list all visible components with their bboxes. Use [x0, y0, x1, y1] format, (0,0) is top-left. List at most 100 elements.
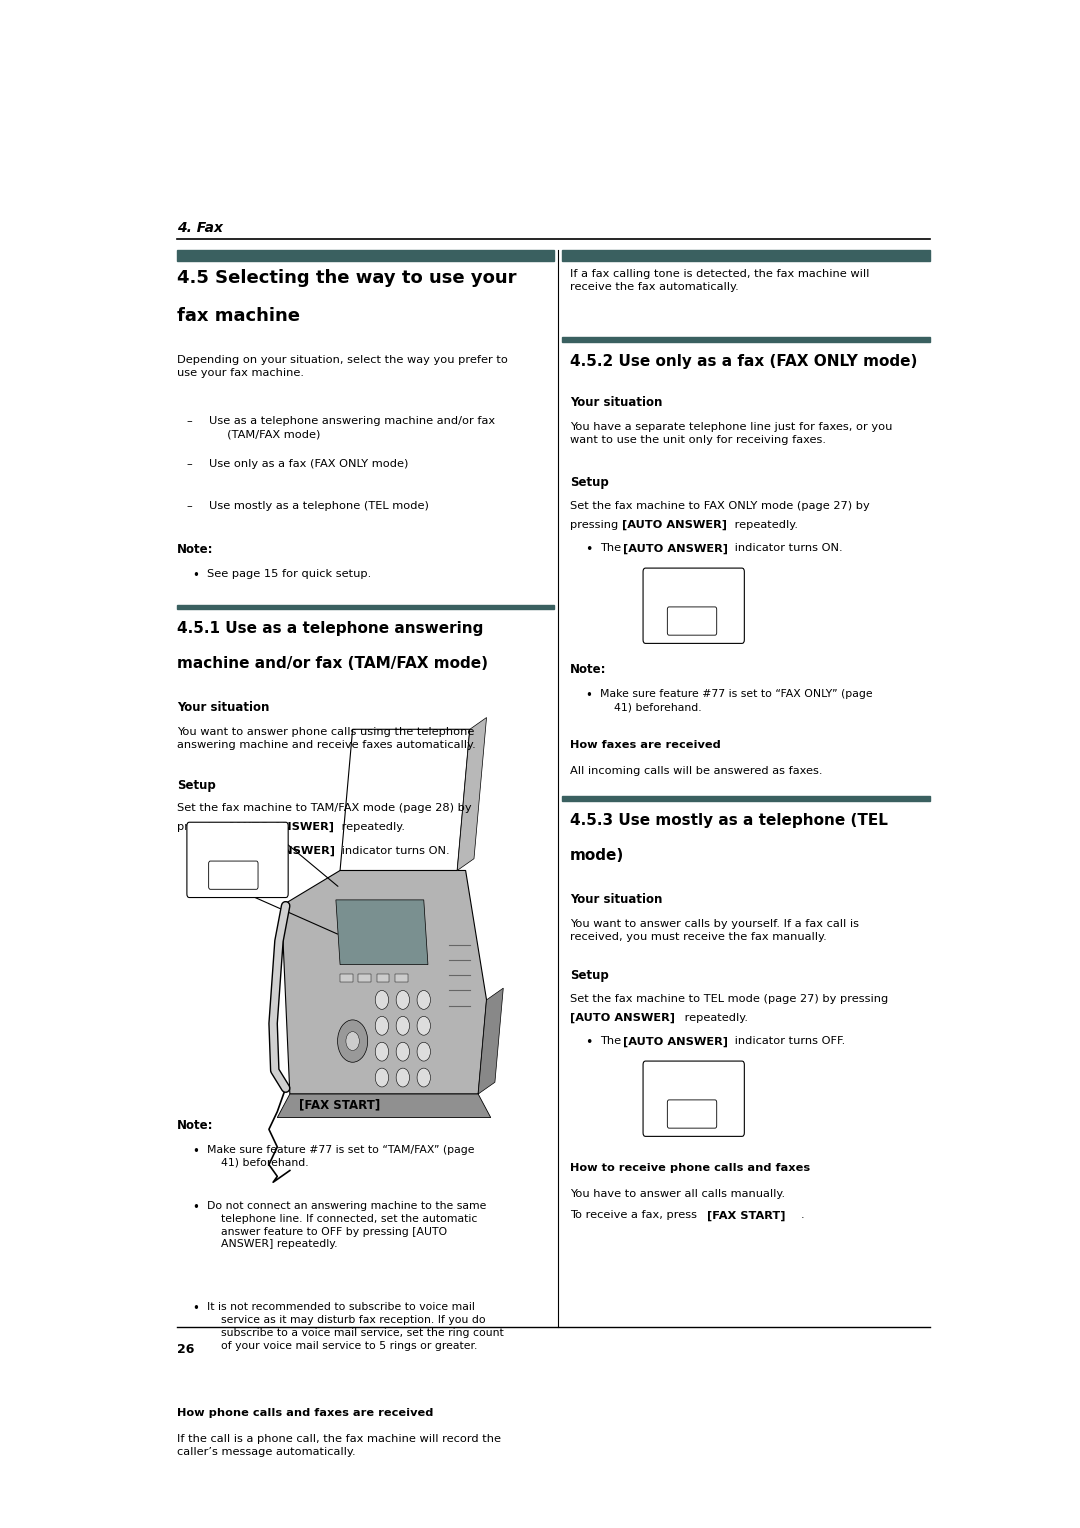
- Text: 4.5.1 Use as a telephone answering: 4.5.1 Use as a telephone answering: [177, 620, 483, 636]
- Text: •: •: [192, 570, 199, 582]
- Circle shape: [396, 1016, 409, 1034]
- Text: [AUTO ANSWER]: [AUTO ANSWER]: [229, 822, 334, 833]
- Text: repeatedly.: repeatedly.: [731, 520, 798, 530]
- Circle shape: [417, 1016, 431, 1034]
- FancyBboxPatch shape: [667, 607, 717, 636]
- Text: Your situation: Your situation: [570, 892, 663, 906]
- Text: You have to answer all calls manually.: You have to answer all calls manually.: [570, 1189, 785, 1199]
- Circle shape: [417, 1068, 431, 1086]
- Text: See page 15 for quick setup.: See page 15 for quick setup.: [207, 570, 372, 579]
- Text: .: .: [800, 1210, 804, 1221]
- Text: indicator turns OFF.: indicator turns OFF.: [731, 1036, 846, 1047]
- Text: How to receive phone calls and faxes: How to receive phone calls and faxes: [570, 1163, 810, 1174]
- Circle shape: [417, 990, 431, 1010]
- Text: repeatedly.: repeatedly.: [680, 1013, 747, 1022]
- FancyBboxPatch shape: [187, 822, 288, 897]
- Text: How phone calls and faxes are received: How phone calls and faxes are received: [177, 1409, 433, 1418]
- Polygon shape: [336, 900, 428, 964]
- Text: Setup: Setup: [570, 477, 609, 489]
- Text: ○: ○: [688, 1073, 700, 1077]
- Text: It is not recommended to subscribe to voice mail
    service as it may disturb f: It is not recommended to subscribe to vo…: [207, 1302, 503, 1351]
- Text: mode): mode): [570, 848, 624, 863]
- Text: Set the fax machine to FAX ONLY mode (page 27) by: Set the fax machine to FAX ONLY mode (pa…: [570, 501, 870, 510]
- Circle shape: [375, 1016, 389, 1034]
- Text: ★  ★: ★ ★: [230, 834, 245, 839]
- Text: [AUTO ANSWER]: [AUTO ANSWER]: [622, 520, 727, 530]
- Text: •: •: [192, 1302, 199, 1316]
- Bar: [377, 973, 390, 983]
- Circle shape: [338, 1019, 367, 1062]
- Text: Use only as a fax (FAX ONLY mode): Use only as a fax (FAX ONLY mode): [208, 458, 408, 469]
- Polygon shape: [478, 989, 503, 1094]
- Text: –: –: [187, 501, 192, 510]
- Circle shape: [396, 990, 409, 1010]
- Text: Depending on your situation, select the way you prefer to
use your fax machine.: Depending on your situation, select the …: [177, 354, 508, 379]
- Bar: [177, 251, 554, 261]
- Text: •: •: [192, 847, 200, 859]
- Circle shape: [375, 1042, 389, 1060]
- Bar: [340, 973, 353, 983]
- FancyBboxPatch shape: [643, 1060, 744, 1137]
- Text: •: •: [585, 1036, 593, 1050]
- Circle shape: [375, 990, 389, 1010]
- Text: How faxes are received: How faxes are received: [570, 740, 721, 750]
- Text: Your situation: Your situation: [570, 396, 663, 410]
- Text: 26: 26: [177, 1343, 194, 1357]
- Text: Set the fax machine to TEL mode (page 27) by pressing: Set the fax machine to TEL mode (page 27…: [570, 995, 889, 1004]
- Polygon shape: [457, 718, 486, 871]
- Text: If the call is a phone call, the fax machine will record the
caller’s message au: If the call is a phone call, the fax mac…: [177, 1435, 501, 1458]
- Text: •: •: [192, 1201, 199, 1215]
- Text: pressing: pressing: [177, 822, 229, 833]
- Text: Use mostly as a telephone (TEL mode): Use mostly as a telephone (TEL mode): [208, 501, 429, 510]
- Text: Use as a telephone answering machine and/or fax
     (TAM/FAX mode): Use as a telephone answering machine and…: [208, 416, 495, 440]
- Text: repeatedly.: repeatedly.: [338, 822, 405, 833]
- Text: Your situation: Your situation: [177, 701, 269, 714]
- Text: The: The: [600, 544, 625, 553]
- Text: [AUTO ANSWER]: [AUTO ANSWER]: [230, 847, 335, 856]
- Text: Setup: Setup: [177, 779, 216, 792]
- Bar: [562, 796, 930, 801]
- Text: Setup: Setup: [570, 969, 609, 983]
- Circle shape: [417, 1042, 431, 1060]
- FancyBboxPatch shape: [208, 862, 258, 889]
- Bar: [177, 605, 554, 610]
- Text: Make sure feature #77 is set to “FAX ONLY” (page
    41) beforehand.: Make sure feature #77 is set to “FAX ONL…: [600, 689, 873, 712]
- Text: •: •: [192, 1144, 199, 1158]
- Bar: [395, 973, 408, 983]
- Text: –: –: [187, 416, 192, 426]
- Text: machine and/or fax (TAM/FAX mode): machine and/or fax (TAM/FAX mode): [177, 657, 488, 671]
- Text: 4. Fax: 4. Fax: [177, 222, 222, 235]
- Circle shape: [346, 1031, 360, 1050]
- Text: AUTO ANSWER: AUTO ANSWER: [671, 1088, 717, 1093]
- Text: [FAX START]: [FAX START]: [299, 1099, 380, 1112]
- Text: AUTO ANSWER: AUTO ANSWER: [214, 850, 261, 854]
- Text: Note:: Note:: [570, 663, 607, 677]
- Text: –: –: [187, 458, 192, 469]
- FancyBboxPatch shape: [667, 1100, 717, 1128]
- Bar: [359, 973, 372, 983]
- Polygon shape: [282, 871, 486, 1094]
- Text: The: The: [207, 847, 232, 856]
- Text: pressing: pressing: [570, 520, 622, 530]
- Text: All incoming calls will be answered as faxes.: All incoming calls will be answered as f…: [570, 766, 823, 776]
- Text: To receive a fax, press: To receive a fax, press: [570, 1210, 701, 1221]
- Text: •: •: [585, 544, 593, 556]
- Text: •: •: [585, 689, 592, 703]
- Text: The: The: [600, 1036, 625, 1047]
- Polygon shape: [278, 1094, 490, 1117]
- Bar: [562, 338, 930, 342]
- Text: You want to answer calls by yourself. If a fax call is
received, you must receiv: You want to answer calls by yourself. If…: [570, 918, 860, 941]
- FancyBboxPatch shape: [643, 568, 744, 643]
- Circle shape: [396, 1042, 409, 1060]
- Text: You want to answer phone calls using the telephone
answering machine and receive: You want to answer phone calls using the…: [177, 727, 475, 750]
- Text: AUTO ANSWER: AUTO ANSWER: [671, 594, 717, 601]
- Circle shape: [375, 1068, 389, 1086]
- Text: [AUTO ANSWER]: [AUTO ANSWER]: [570, 1013, 675, 1024]
- Text: Do not connect an answering machine to the same
    telephone line. If connected: Do not connect an answering machine to t…: [207, 1201, 486, 1250]
- Circle shape: [396, 1068, 409, 1086]
- Text: indicator turns ON.: indicator turns ON.: [338, 847, 449, 856]
- Text: 4.5 Selecting the way to use your: 4.5 Selecting the way to use your: [177, 269, 516, 287]
- Polygon shape: [340, 729, 470, 871]
- Text: ★  ★: ★ ★: [686, 579, 701, 585]
- Text: You have a separate telephone line just for faxes, or you
want to use the unit o: You have a separate telephone line just …: [570, 422, 892, 445]
